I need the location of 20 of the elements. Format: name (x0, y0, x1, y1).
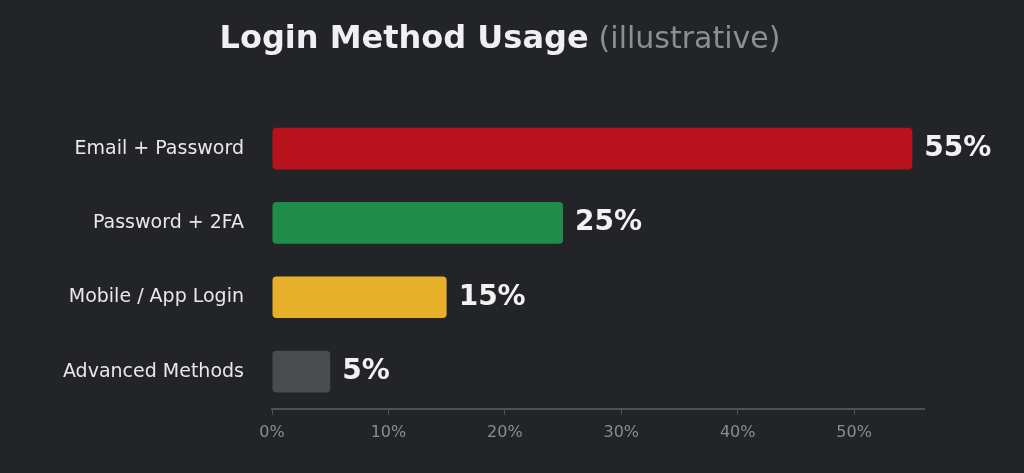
bar (272, 202, 564, 244)
x-tick-label: 40% (719, 421, 756, 441)
bar (272, 127, 913, 170)
x-tick-label: 50% (836, 421, 872, 441)
x-tick-label: 20% (487, 421, 523, 441)
y-tick-label: Mobile / App Login (68, 284, 244, 307)
chart-subtitle: (illustrative) (598, 20, 781, 55)
bar (272, 276, 447, 319)
chart-title: Login Method Usage (219, 18, 589, 56)
y-tick-label: Advanced Methods (62, 358, 244, 381)
y-tick-label: Email + Password (74, 135, 244, 158)
data-label: 25% (575, 204, 643, 238)
x-tick-label: 0% (259, 421, 285, 441)
bar (272, 350, 331, 393)
data-label: 55% (924, 129, 992, 163)
y-tick-label: Password + 2FA (92, 209, 244, 232)
x-tick-label: 10% (370, 421, 407, 441)
data-label: 5% (342, 352, 390, 386)
data-label: 15% (458, 278, 526, 312)
x-tick-label: 30% (603, 421, 640, 441)
